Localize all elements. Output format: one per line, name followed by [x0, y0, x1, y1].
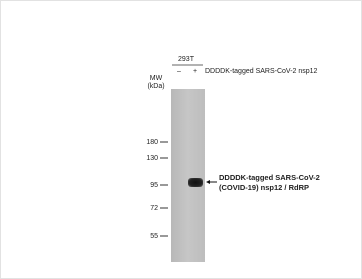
marker-label: 130 — [146, 155, 158, 162]
mw-label: (kDa) — [147, 83, 164, 90]
marker-label: 95 — [150, 182, 158, 189]
mw-label: MW — [150, 75, 163, 82]
blot-membrane — [171, 89, 205, 262]
figure: 293T – + DDDDK-tagged SARS-CoV-2 nsp12 M… — [0, 0, 362, 279]
band-label: (COVID-19) nsp12 / RdRP — [219, 183, 309, 192]
cell-line: 293T — [178, 56, 195, 63]
lane-label: + — [193, 68, 197, 75]
band-label: DDDDK-tagged SARS-CoV-2 — [219, 173, 320, 182]
marker-label: 72 — [150, 205, 158, 212]
band — [188, 178, 203, 187]
lane-label: – — [177, 68, 181, 75]
marker-label: 180 — [146, 139, 158, 146]
treatment-label: DDDDK-tagged SARS-CoV-2 nsp12 — [205, 68, 318, 75]
marker-label: 55 — [150, 233, 158, 240]
